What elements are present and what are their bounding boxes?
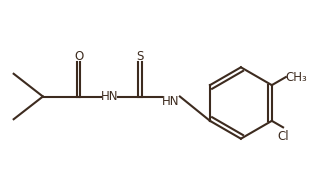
Text: HN: HN (162, 95, 180, 108)
Text: Cl: Cl (277, 130, 289, 143)
Text: S: S (136, 50, 144, 63)
Text: HN: HN (101, 90, 118, 103)
Text: CH₃: CH₃ (285, 70, 307, 84)
Text: O: O (74, 50, 83, 63)
